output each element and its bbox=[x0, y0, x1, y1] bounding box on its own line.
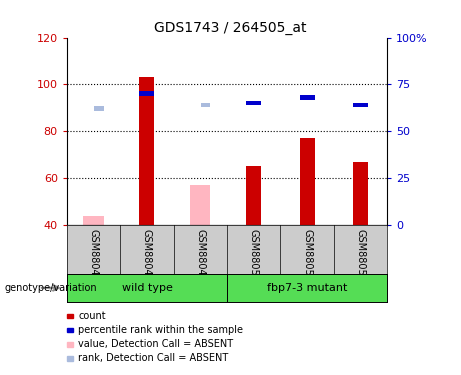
Text: GDS1743 / 264505_at: GDS1743 / 264505_at bbox=[154, 21, 307, 34]
Text: count: count bbox=[78, 311, 106, 321]
Text: fbp7-3 mutant: fbp7-3 mutant bbox=[267, 283, 347, 293]
Bar bbox=[300, 138, 314, 225]
Bar bbox=[246, 166, 261, 225]
Bar bbox=[300, 95, 314, 100]
Bar bbox=[201, 103, 211, 107]
Bar bbox=[246, 101, 261, 105]
Text: GSM88053: GSM88053 bbox=[302, 229, 312, 282]
Text: GSM88044: GSM88044 bbox=[142, 229, 152, 282]
Text: GSM88045: GSM88045 bbox=[195, 229, 205, 282]
Text: GSM88054: GSM88054 bbox=[355, 229, 366, 282]
Bar bbox=[190, 185, 211, 225]
Text: percentile rank within the sample: percentile rank within the sample bbox=[78, 325, 243, 335]
Text: GSM88052: GSM88052 bbox=[249, 229, 259, 282]
Text: value, Detection Call = ABSENT: value, Detection Call = ABSENT bbox=[78, 339, 233, 349]
Text: genotype/variation: genotype/variation bbox=[5, 283, 97, 293]
Bar bbox=[140, 77, 154, 225]
Bar bbox=[94, 106, 104, 111]
Text: wild type: wild type bbox=[122, 283, 172, 293]
Bar bbox=[140, 92, 154, 96]
Bar bbox=[353, 162, 368, 225]
Bar bbox=[353, 103, 368, 107]
Text: GSM88043: GSM88043 bbox=[89, 229, 99, 282]
Bar bbox=[83, 216, 104, 225]
Text: rank, Detection Call = ABSENT: rank, Detection Call = ABSENT bbox=[78, 354, 228, 363]
